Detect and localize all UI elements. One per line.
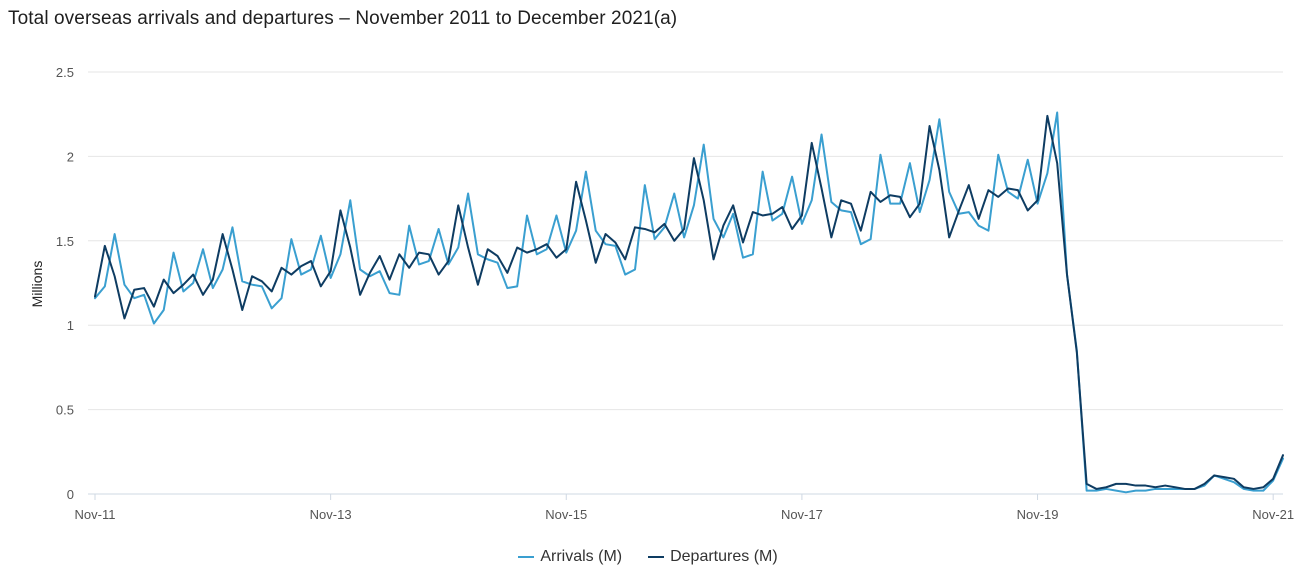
- legend: Arrivals (M) Departures (M): [0, 548, 1296, 566]
- y-axis-title: Millions: [29, 261, 45, 308]
- series-line-departures: [94, 114, 1284, 490]
- x-tick-label: Nov-13: [310, 507, 352, 522]
- y-tick-label: 2: [67, 149, 74, 164]
- x-tick-label: Nov-17: [781, 507, 823, 522]
- x-tick-label: Nov-11: [75, 507, 116, 522]
- legend-label-arrivals: Arrivals (M): [540, 548, 623, 565]
- axes: 0 0.5 1 1.5 2 2.5 Nov-11 Nov-13 Nov-15 Nov-17 Nov-…: [56, 65, 1294, 522]
- y-tick-label: 1.5: [56, 234, 74, 249]
- legend-item-departures[interactable]: Departures (M): [648, 548, 778, 566]
- legend-item-arrivals[interactable]: Arrivals (M): [518, 548, 622, 566]
- legend-line-icon: [648, 556, 665, 558]
- gridlines: [88, 71, 1283, 411]
- y-tick-label: 0: [67, 487, 74, 502]
- legend-line-icon: [518, 556, 535, 558]
- series-lines: [94, 111, 1284, 494]
- y-tick-label: 0.5: [56, 403, 74, 418]
- chart-title: Total overseas arrivals and departures –…: [8, 8, 678, 29]
- y-tick-label: 2.5: [56, 65, 74, 80]
- x-tick-label: Nov-21: [1252, 507, 1294, 522]
- legend-label-departures: Departures (M): [670, 548, 778, 565]
- y-tick-label: 1: [67, 318, 74, 333]
- series-line-arrivals: [94, 111, 1284, 494]
- x-tick-label: Nov-15: [545, 507, 587, 522]
- x-tick-label: Nov-19: [1017, 507, 1059, 522]
